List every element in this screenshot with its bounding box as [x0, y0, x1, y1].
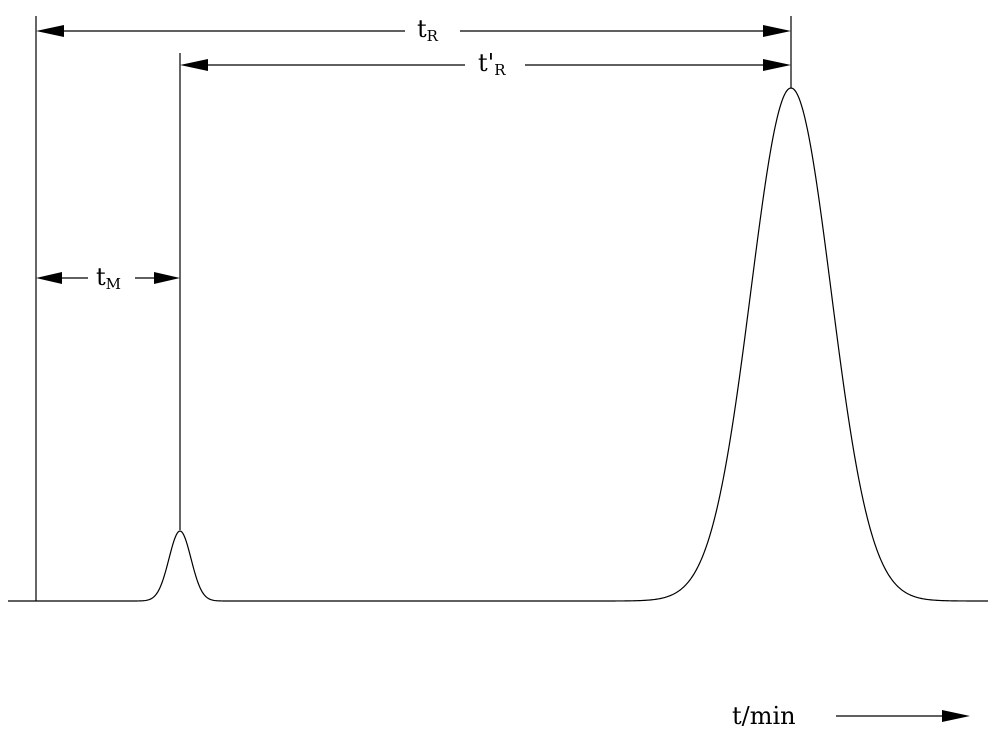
time-axis-arrowhead [942, 710, 970, 722]
adjusted-retention-time-dimension: t'R [180, 49, 791, 79]
adjusted-retention-time-left-arrowhead [180, 59, 208, 71]
retention-time-right-arrowhead [763, 25, 791, 37]
chromatogram-trace [8, 87, 988, 602]
adjusted-retention-time-label-main: t' [478, 49, 494, 77]
time-axis-label: t/min [732, 702, 796, 730]
dead-time-label-main: t [96, 263, 106, 291]
adjusted-retention-time-label: t'R [478, 49, 506, 79]
retention-time-dimension: tR [36, 15, 791, 45]
adjusted-retention-time-label-sub: R [494, 61, 506, 79]
dead-time-dimension: tM [36, 263, 180, 293]
retention-time-left-arrowhead [36, 25, 64, 37]
retention-time-label-sub: R [427, 27, 439, 45]
retention-time-label: tR [417, 15, 439, 45]
time-axis-indicator: t/min [732, 702, 970, 730]
dead-time-right-arrowhead [154, 272, 180, 284]
dead-time-left-arrowhead [36, 272, 62, 284]
retention-time-label-main: t [417, 15, 427, 43]
dead-time-label: tM [96, 263, 121, 293]
dead-time-label-sub: M [106, 275, 121, 293]
adjusted-retention-time-right-arrowhead [763, 59, 791, 71]
